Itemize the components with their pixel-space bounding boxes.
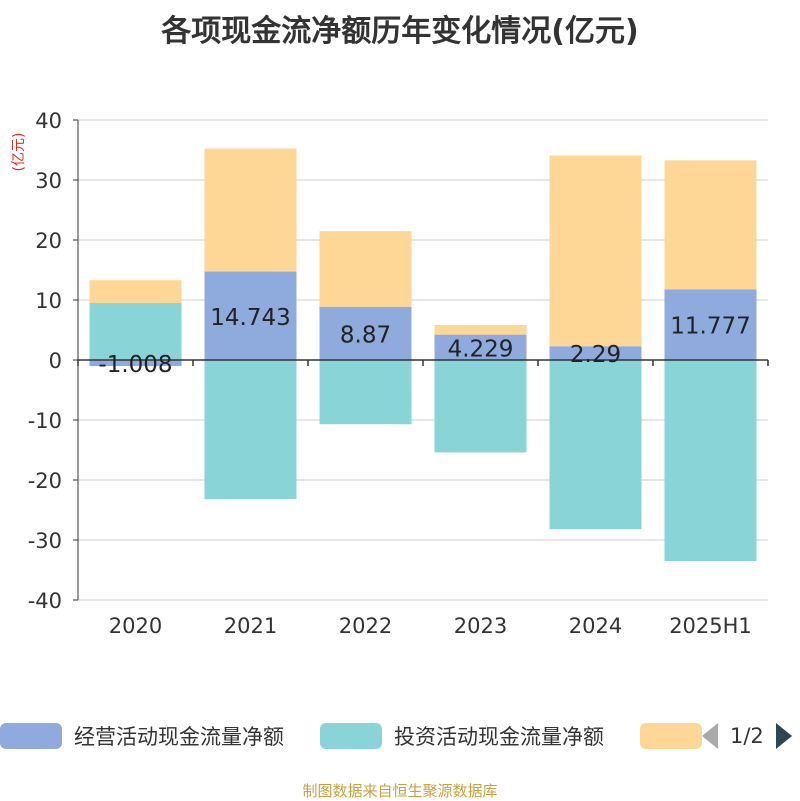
data-label: 14.743 xyxy=(210,305,290,331)
x-tick-label: 2023 xyxy=(454,614,507,638)
legend-label-operating: 经营活动现金流量净额 xyxy=(74,725,284,749)
data-source-note: 制图数据来自恒生聚源数据库 xyxy=(302,782,498,800)
data-label: 4.229 xyxy=(448,336,514,362)
bar-segment-series-0 xyxy=(434,334,527,360)
y-tick-label: 20 xyxy=(35,229,62,253)
bar-segment-series-2 xyxy=(664,160,757,290)
y-tick-label: -10 xyxy=(28,409,62,433)
bar-segment-series-0 xyxy=(664,289,757,360)
y-tick-label: 0 xyxy=(49,349,62,373)
y-tick-label: 10 xyxy=(35,289,62,313)
legend-next-icon[interactable] xyxy=(775,723,792,749)
legend-item-operating[interactable]: 经营活动现金流量净额 xyxy=(0,716,284,756)
data-label: 8.87 xyxy=(340,322,391,348)
x-tick-label: 2024 xyxy=(569,614,622,638)
y-tick-label: -20 xyxy=(28,469,62,493)
bar-segment-series-2 xyxy=(549,155,642,347)
legend-item-third[interactable] xyxy=(640,716,714,756)
y-tick-label: 30 xyxy=(35,169,62,193)
y-tick-label: -30 xyxy=(28,529,62,553)
bar-chart: 40 30 20 10 0 -10 -20 -30 -40 2020 2021 2022 2023 202… xyxy=(28,109,769,638)
legend-item-investing[interactable]: 投资活动现金流量净额 xyxy=(320,716,604,756)
bar-segment-series-0 xyxy=(89,360,182,367)
bar-segment-series-1 xyxy=(664,360,757,561)
legend-swatch-investing xyxy=(320,723,382,749)
data-label: 2.29 xyxy=(570,342,621,368)
bar-segment-series-2 xyxy=(319,231,412,307)
x-tick-label: 2022 xyxy=(339,614,392,638)
bar-segment-series-0 xyxy=(549,346,642,360)
legend-label-investing: 投资活动现金流量净额 xyxy=(394,725,604,749)
data-label: 11.777 xyxy=(670,314,750,340)
bar-segment-series-2 xyxy=(434,325,527,335)
bar-segment-series-2 xyxy=(204,148,297,272)
y-tick-label: -40 xyxy=(28,589,62,613)
bar-segment-series-1 xyxy=(434,360,527,453)
x-tick-label: 2020 xyxy=(109,614,162,638)
bar-segment-series-1 xyxy=(549,360,642,530)
bar-segment-series-1 xyxy=(89,303,182,360)
legend: 经营活动现金流量净额 投资活动现金流量净额 1/2 xyxy=(0,716,800,756)
bar-segment-series-1 xyxy=(204,360,297,500)
y-tick-label: 40 xyxy=(35,109,62,133)
legend-pager: 1/2 xyxy=(702,716,792,756)
bar-segment-series-0 xyxy=(204,271,297,360)
bar-segment-series-2 xyxy=(89,280,182,303)
legend-page-indicator: 1/2 xyxy=(730,724,764,748)
bar-segment-series-0 xyxy=(319,306,412,360)
chart-title: 各项现金流净额历年变化情况(亿元) xyxy=(161,14,639,49)
legend-prev-icon[interactable] xyxy=(702,723,718,749)
x-tick-label: 2021 xyxy=(224,614,277,638)
bar-segment-series-1 xyxy=(319,360,412,425)
data-label: -1.008 xyxy=(98,352,172,378)
legend-swatch-third xyxy=(640,723,702,749)
x-tick-label: 2025H1 xyxy=(669,614,752,638)
legend-swatch-operating xyxy=(0,723,62,749)
